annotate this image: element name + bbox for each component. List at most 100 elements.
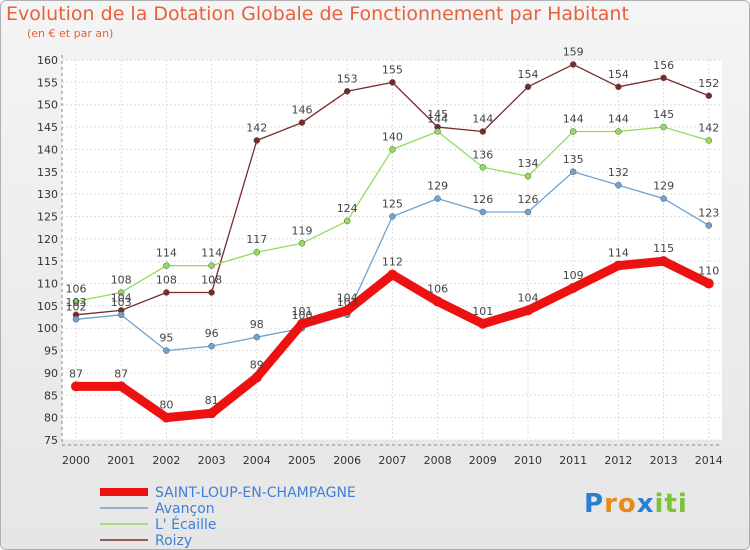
data-label: 154 [608, 68, 629, 81]
x-tick-label: 2006 [333, 454, 361, 467]
y-tick-label: 80 [44, 412, 58, 425]
data-label: 159 [563, 45, 584, 58]
data-point [72, 298, 80, 305]
data-point [658, 256, 669, 267]
x-tick-label: 2000 [62, 454, 90, 467]
data-point [434, 195, 441, 202]
x-tick-label: 2005 [288, 454, 316, 467]
data-label: 114 [608, 247, 629, 260]
data-point [343, 217, 351, 225]
data-point [569, 61, 577, 68]
data-label: 145 [427, 108, 448, 121]
data-label: 129 [427, 180, 448, 193]
data-point [163, 289, 170, 296]
data-point [208, 262, 215, 269]
data-point [479, 164, 487, 171]
logo-letter: P [584, 489, 605, 519]
data-label: 103 [66, 296, 87, 309]
data-point [163, 262, 170, 269]
data-point [389, 79, 396, 86]
data-label: 80 [159, 399, 173, 412]
y-tick-label: 130 [37, 188, 58, 201]
logo-letter: x [636, 489, 655, 519]
data-label: 123 [698, 206, 719, 219]
data-point [705, 137, 713, 144]
data-point [161, 412, 172, 423]
legend-label-saint-loup: SAINT-LOUP-EN-CHAMPAGNE [155, 485, 356, 501]
logo-letter: o [617, 489, 637, 519]
data-label: 126 [472, 193, 493, 206]
data-label: 146 [292, 104, 313, 117]
x-tick-label: 2014 [695, 454, 723, 467]
chart-subtitle: (en € et par an) [27, 27, 114, 40]
data-label: 106 [66, 282, 87, 295]
data-label: 136 [472, 148, 493, 161]
data-label: 114 [156, 247, 177, 260]
y-tick-label: 75 [44, 434, 58, 447]
data-point [251, 372, 262, 383]
data-label: 108 [201, 273, 222, 286]
data-label: 142 [246, 121, 267, 134]
data-point [206, 408, 217, 419]
x-tick-label: 2007 [378, 454, 406, 467]
data-label: 129 [653, 180, 674, 193]
data-point [253, 248, 261, 256]
x-tick-label: 2011 [559, 454, 587, 467]
data-point [524, 83, 532, 91]
data-point [342, 305, 353, 316]
data-label: 81 [205, 394, 219, 407]
data-point [613, 260, 624, 271]
y-tick-label: 150 [37, 99, 58, 112]
data-label: 104 [111, 291, 132, 304]
logo-letter: ti [664, 489, 688, 519]
data-label: 125 [382, 197, 403, 210]
data-label: 112 [382, 256, 403, 269]
logo-letter: r [604, 489, 618, 519]
y-tick-label: 155 [37, 76, 58, 89]
data-label: 132 [608, 166, 629, 179]
data-point [253, 333, 261, 341]
data-point [524, 208, 532, 216]
data-label: 152 [698, 77, 719, 90]
y-tick-label: 160 [37, 54, 58, 67]
x-tick-label: 2003 [198, 454, 226, 467]
data-label: 144 [563, 113, 584, 126]
data-label: 144 [427, 113, 448, 126]
data-point [479, 128, 487, 135]
data-label: 101 [292, 305, 313, 318]
data-label: 87 [69, 367, 83, 380]
data-point [524, 172, 532, 180]
data-label: 87 [114, 367, 128, 380]
data-point [703, 278, 714, 289]
data-point [343, 88, 351, 95]
x-tick-label: 2002 [152, 454, 180, 467]
data-point [117, 289, 125, 296]
x-tick-label: 2001 [107, 454, 135, 467]
y-tick-label: 95 [44, 345, 58, 358]
data-point [298, 240, 306, 247]
data-point [117, 311, 125, 319]
y-tick-label: 110 [37, 278, 58, 291]
data-point [432, 296, 443, 307]
data-label: 89 [250, 358, 264, 371]
y-tick-label: 100 [37, 322, 58, 335]
y-tick-label: 115 [37, 255, 58, 268]
proxiti-logo: Proxiti [584, 489, 688, 519]
data-label: 101 [472, 305, 493, 318]
y-tick-label: 140 [37, 143, 58, 156]
data-label: 95 [159, 332, 173, 345]
data-point [208, 342, 215, 350]
data-label: 153 [337, 72, 358, 85]
data-point [569, 168, 577, 176]
data-point [297, 318, 307, 329]
data-label: 109 [563, 269, 584, 282]
data-point [434, 128, 441, 135]
data-label: 119 [292, 224, 313, 237]
legend-label-ecaille: L' Écaille [155, 516, 217, 533]
data-label: 102 [66, 300, 87, 313]
data-point [72, 316, 80, 323]
x-tick-label: 2008 [424, 454, 452, 467]
data-label: 115 [653, 242, 674, 255]
x-tick-label: 2010 [514, 454, 542, 467]
y-tick-label: 125 [37, 210, 58, 223]
